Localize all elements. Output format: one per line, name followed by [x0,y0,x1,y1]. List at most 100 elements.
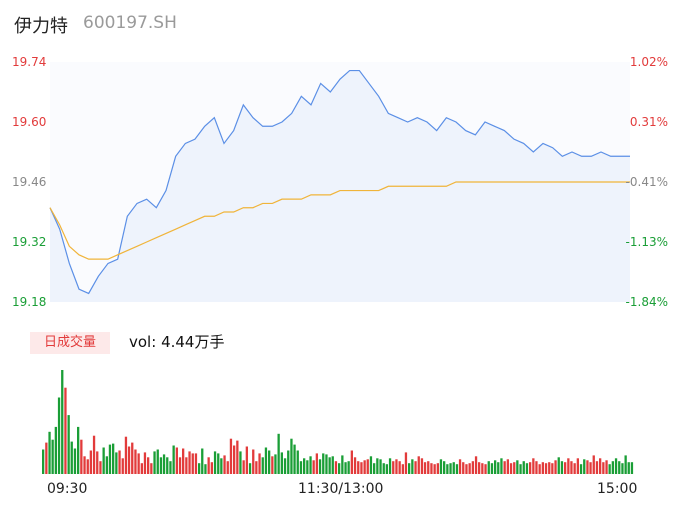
volume-bar [624,455,627,474]
volume-bar [481,463,484,474]
volume-bar [315,453,318,474]
volume-bar [280,452,283,474]
volume-bar [105,456,108,474]
volume-bar [172,445,175,474]
volume-bar [554,460,557,474]
volume-bar [261,457,264,474]
volume-bar [162,454,166,474]
volume-bar [592,455,595,474]
volume-bar [318,459,322,474]
volume-bar [312,460,315,474]
volume-bar [124,436,128,474]
volume-bar [551,463,554,474]
volume-bar [325,454,328,474]
volume-bar [449,463,452,474]
volume-bar [586,460,589,474]
volume-bar [159,457,163,474]
volume-bar [143,452,147,474]
volume-bar [420,458,424,474]
volume-bar [112,443,115,474]
volume-bar [344,462,347,474]
volume-bar [557,457,560,474]
volume-bar [516,460,519,474]
volume-bar [213,451,217,474]
volume-bar [252,449,255,474]
volume-bar [127,446,131,474]
volume-bar [309,456,312,474]
average-line [49,181,630,260]
volume-bar [299,461,303,474]
volume-bar [398,461,401,474]
volume-bar [404,452,408,474]
volume-bar [589,462,592,474]
volume-bar [570,461,573,474]
volume-bar [525,463,529,474]
volume-bar [147,457,150,474]
volume-bar [48,431,51,474]
volume-bar [322,453,325,474]
volume-bar [54,426,57,474]
volume-bar [382,463,385,474]
volume-bar [77,426,80,474]
y-tick-percent: -1.13% [625,235,668,249]
volume-bar [379,459,382,474]
volume-bar [201,448,204,474]
volume-bar [248,463,252,474]
y-tick-percent: -1.84% [625,295,668,309]
volume-bar [401,464,404,474]
volume-bar [548,462,551,474]
volume-value: 4.44万手 [161,333,225,351]
volume-bar [207,457,210,474]
volume-bar [484,464,487,474]
volume-bar [417,456,420,474]
volume-bar [92,435,96,474]
volume-bar [357,461,360,474]
volume-bar [487,461,490,474]
volume-bar [217,453,220,474]
volume-bar [102,447,105,474]
volume-bar [468,463,471,474]
volume-bar [108,444,112,474]
x-tick-label: 11:30/13:00 [298,481,384,497]
volume-bar [51,439,54,474]
volume-bar [500,458,503,474]
volume-bar [522,461,525,474]
volume-bar [204,464,207,474]
volume-bar [363,460,366,474]
y-tick-price: 19.60 [12,115,47,129]
volume-bar [188,451,191,474]
volume-bar [608,464,611,474]
volume-bar [229,438,233,474]
volume-bar [258,453,261,474]
volume-bar [67,415,70,474]
volume-bar [471,461,474,474]
volume-bar [529,462,532,474]
volume-bar [614,458,618,474]
volume-bar [194,453,198,474]
volume-bar [118,450,121,474]
volume-bar [42,449,45,474]
volume-bar [621,463,624,474]
volume-bar [618,461,621,474]
volume-bar [175,447,178,474]
volume-label: vol: [129,333,157,351]
volume-bar [331,456,334,474]
volume-bar [423,462,427,474]
volume-bar [564,462,567,474]
volume-bar [277,433,280,474]
volume-bar [599,458,602,474]
volume-bar [462,462,465,474]
y-tick-price: 19.74 [12,55,47,69]
volume-bar [567,458,570,474]
volume-bar [509,463,513,474]
volume-bar [115,452,118,474]
volume-bar [303,458,306,474]
volume-bar [579,464,583,474]
volume-bar [506,459,509,474]
volume-bar [595,461,599,474]
volume-bar [411,459,414,474]
volume-bar [191,453,194,474]
volume-bar [408,463,411,474]
volume-bar [242,460,245,474]
volume-bar [96,451,99,474]
